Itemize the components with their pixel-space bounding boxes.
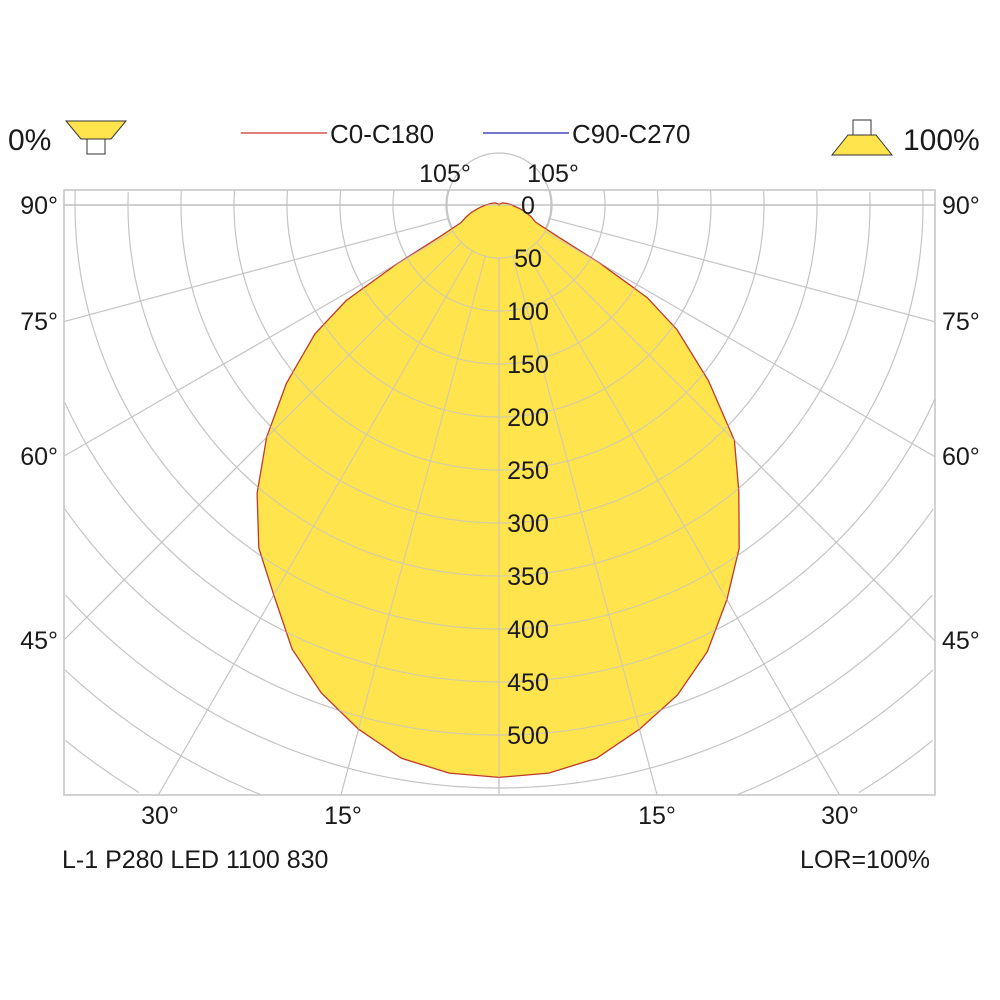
legend-right-percent: 100%	[903, 124, 980, 157]
angle-label-right: 60°	[942, 443, 980, 471]
downlight-luminaire-icon	[64, 120, 128, 155]
footer-lor: LOR=100%	[800, 846, 930, 874]
legend: 0% C0-C180 C90-C270 100%	[8, 119, 980, 157]
grid-ring	[64, 669, 934, 796]
grid-ring	[257, 398, 740, 683]
radial-tick-label: 400	[507, 616, 549, 644]
grid-ring	[257, 202, 740, 630]
grid-spoke	[549, 217, 936, 323]
uplight-luminaire-icon	[830, 119, 894, 156]
grid-spoke	[340, 255, 487, 778]
angle-label-bottom: 15°	[324, 802, 362, 830]
angle-label-left: 45°	[20, 627, 58, 655]
grid-ring	[257, 202, 740, 577]
legend-label-c90: C90-C270	[572, 119, 691, 149]
grid-spoke	[257, 249, 474, 778]
grid-ring	[257, 202, 740, 471]
angle-label-right: 45°	[942, 627, 980, 655]
radial-tick-label: 250	[507, 457, 549, 485]
angle-label-bottom: 15°	[638, 802, 676, 830]
angle-label-top: 105°	[527, 160, 579, 188]
grid-spoke	[63, 217, 449, 323]
grid-spoke	[63, 230, 455, 457]
grid-spoke	[511, 255, 658, 778]
radial-tick-label: 50	[514, 245, 542, 273]
radial-tick-label: 450	[507, 669, 549, 697]
grid-spoke	[524, 249, 740, 778]
radial-tick-label: 150	[507, 351, 549, 379]
radial-tick-label: 300	[507, 510, 549, 538]
legend-label-c0: C0-C180	[330, 119, 434, 149]
radial-tick-label: 0	[521, 192, 535, 220]
grid-ring	[65, 740, 933, 794]
angle-label-left: 60°	[20, 443, 58, 471]
grid-spoke	[543, 230, 936, 458]
angle-label-top: 105°	[419, 160, 471, 188]
angle-label-right: 90°	[942, 192, 980, 220]
angle-label-bottom: 30°	[141, 802, 179, 830]
angle-label-left: 90°	[20, 192, 58, 220]
angle-label-right: 75°	[942, 308, 980, 336]
radial-tick-label: 500	[507, 722, 549, 750]
angle-label-bottom: 30°	[821, 802, 859, 830]
grid-ring	[257, 508, 740, 736]
radial-tick-label: 200	[507, 404, 549, 432]
footer-luminaire-name: L-1 P280 LED 1100 830	[62, 846, 328, 874]
grid-ring	[65, 594, 933, 789]
radial-tick-label: 100	[507, 298, 549, 326]
radial-tick-label: 350	[507, 563, 549, 591]
angle-label-left: 75°	[20, 308, 58, 336]
radial-tick-labels: 0 50 100 150 200 250 300 350 400 450 500	[507, 192, 549, 750]
angle-labels: 90° 75° 60° 45° 90° 75° 60° 45° 30° 15° 15° 30° 105°…	[20, 160, 980, 830]
legend-left-percent: 0%	[8, 124, 51, 157]
